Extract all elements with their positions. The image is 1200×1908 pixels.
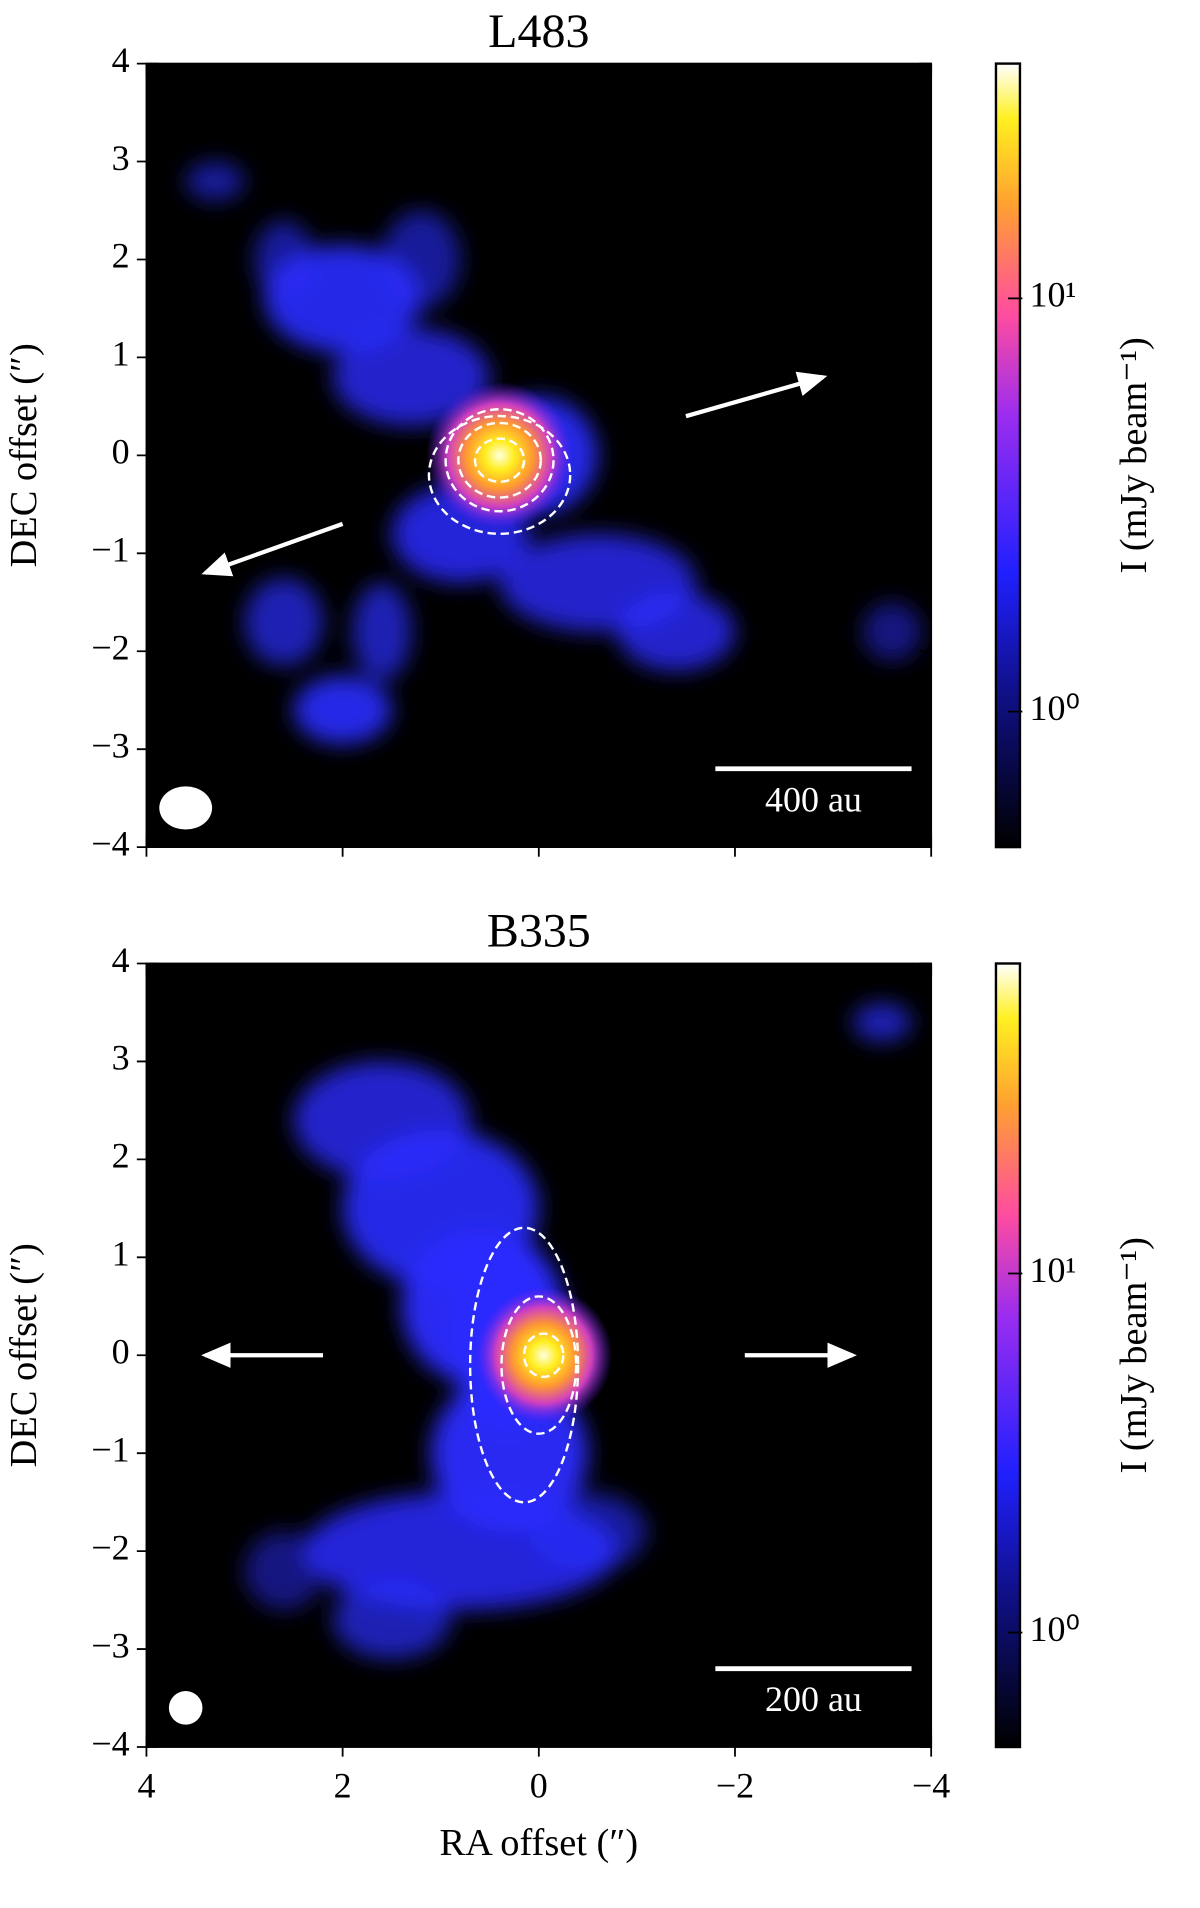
scale-bar-label: 200 au [765, 1679, 862, 1719]
colorbar-tick-label: 10¹ [1030, 1250, 1077, 1290]
contour [457, 421, 542, 499]
scale-bar-label: 400 au [765, 779, 862, 819]
outflow-arrow [201, 521, 344, 577]
y-tick-label: 2 [112, 236, 130, 276]
x-tick-label: 4 [137, 1765, 155, 1805]
y-tick-label: −3 [91, 725, 129, 765]
y-tick-label: 1 [112, 334, 130, 374]
y-tick-label: −1 [91, 530, 129, 570]
emission-blob [244, 1531, 324, 1610]
emission [244, 1002, 912, 1659]
y-tick-label: 0 [112, 432, 130, 472]
panel: 200 au B335 4 2 0 −2 −4 −4 −3 −2 −1 0 1 2 3 4 DEC offset… [3, 905, 1155, 1864]
y-tick-label: −4 [91, 1723, 129, 1763]
colorbar-tick-label: 10¹ [1030, 275, 1077, 315]
x-tick-label: 2 [334, 1765, 352, 1805]
y-axis-label: DEC offset (″) [3, 343, 45, 567]
y-tick-label: 3 [112, 1038, 130, 1078]
contour [444, 408, 555, 513]
x-tick-label: −2 [716, 1765, 754, 1805]
y-tick-label: 1 [112, 1234, 130, 1274]
contour [427, 414, 572, 535]
emission-blob [332, 1580, 451, 1659]
contour [468, 1226, 580, 1504]
beam [159, 786, 213, 830]
colorbar-label: I (mJy beam⁻¹) [1113, 337, 1155, 573]
x-tick-label: −4 [912, 1765, 950, 1805]
emission-blob [528, 1492, 647, 1571]
colorbar [994, 62, 1022, 849]
y-tick-label: 4 [112, 40, 130, 80]
y-tick-label: 0 [112, 1332, 130, 1372]
source-core [475, 1286, 613, 1424]
y-tick-label: −4 [91, 823, 129, 863]
emission-blob [352, 582, 412, 681]
emission-blob [244, 577, 324, 666]
x-tick-label: 0 [530, 1765, 548, 1805]
beam [168, 1691, 203, 1725]
y-tick-label: −3 [91, 1625, 129, 1665]
contour [522, 1332, 565, 1379]
colorbar-label: I (mJy beam⁻¹) [1113, 1237, 1155, 1473]
y-tick-label: 2 [112, 1136, 130, 1176]
image [146, 63, 932, 848]
colorbar-tick-label: 10⁰ [1030, 688, 1080, 728]
outflow-arrow [685, 371, 828, 419]
y-tick-label: −1 [91, 1429, 129, 1469]
emission [185, 161, 922, 745]
panel-title: B335 [487, 905, 591, 958]
contour [473, 437, 526, 484]
y-tick-label: −2 [91, 627, 129, 667]
emission-blob [381, 210, 461, 309]
emission-blob [852, 1002, 912, 1042]
y-tick-label: −2 [91, 1527, 129, 1567]
y-tick-label: 3 [112, 138, 130, 178]
emission-blob [293, 675, 392, 745]
colorbar-tick-label: 10⁰ [1030, 1609, 1080, 1649]
contour [500, 1295, 578, 1435]
emission-blob [617, 592, 735, 671]
y-tick-label: 4 [112, 940, 130, 980]
colorbar [994, 962, 1022, 1749]
emission-blob [862, 602, 922, 662]
panel: 400 au L483 −4 −3 −2 −1 0 1 2 3 4 DEC offset (″) 10⁰… [3, 5, 1155, 864]
panel-title: L483 [488, 5, 589, 58]
x-axis-label: RA offset (″) [440, 1822, 639, 1864]
image [146, 963, 932, 1748]
y-axis-label: DEC offset (″) [3, 1243, 45, 1467]
source-core [426, 381, 574, 529]
emission-blob [254, 220, 314, 299]
emission-blob [185, 161, 245, 201]
